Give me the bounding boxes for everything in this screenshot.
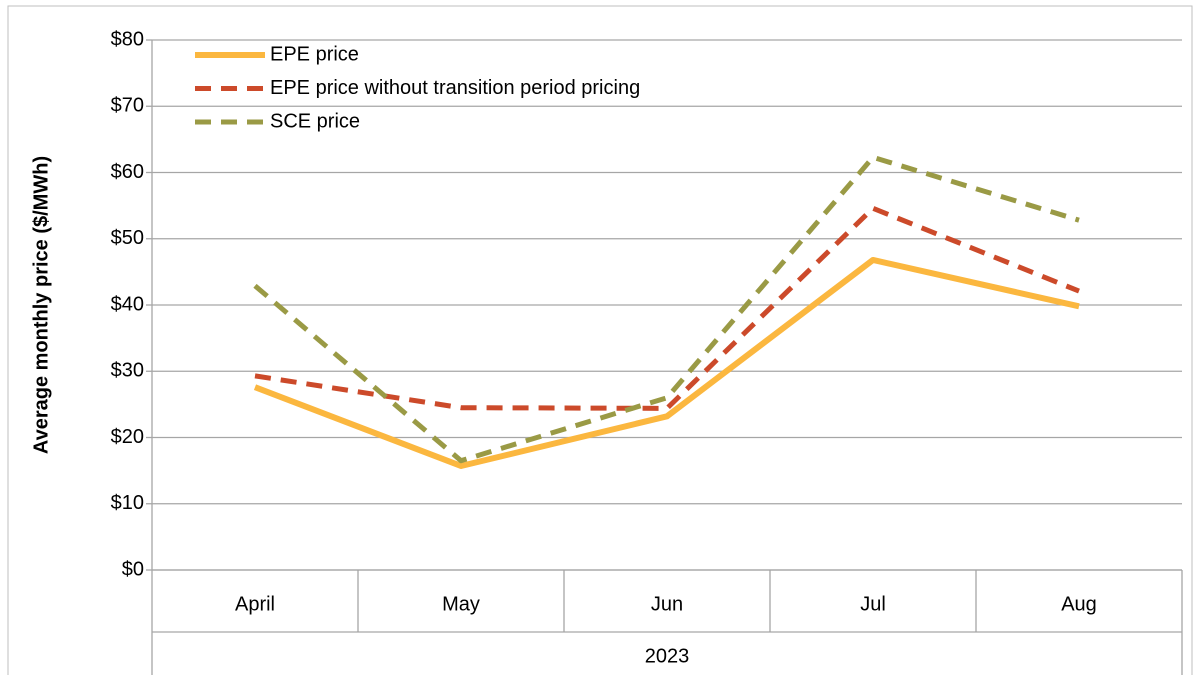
y-axis-label: Average monthly price ($/MWh) <box>30 156 52 454</box>
legend-label: SCE price <box>270 110 360 132</box>
y-tick-label: $60 <box>111 161 144 183</box>
y-tick-label: $80 <box>111 28 144 50</box>
y-tick-label: $30 <box>111 360 144 382</box>
legend-label: EPE price without transition period pric… <box>270 77 640 99</box>
y-tick-label: $10 <box>111 492 144 514</box>
y-tick-label: $0 <box>122 558 144 580</box>
y-tick-label: $50 <box>111 227 144 249</box>
x-tick-label: April <box>235 593 275 615</box>
chart-frame <box>7 5 1193 675</box>
x-tick-label: Aug <box>1061 593 1097 615</box>
y-tick-label: $40 <box>111 293 144 315</box>
series-line <box>254 205 1080 411</box>
y-tick-label: $20 <box>111 426 144 448</box>
legend-label: EPE price <box>270 43 359 65</box>
x-tick-label: May <box>442 593 480 615</box>
x-group-label: 2023 <box>645 645 690 667</box>
x-tick-label: Jul <box>860 593 886 615</box>
series-line <box>253 256 1080 469</box>
y-tick-label: $70 <box>111 95 144 117</box>
x-tick-label: Jun <box>651 593 683 615</box>
